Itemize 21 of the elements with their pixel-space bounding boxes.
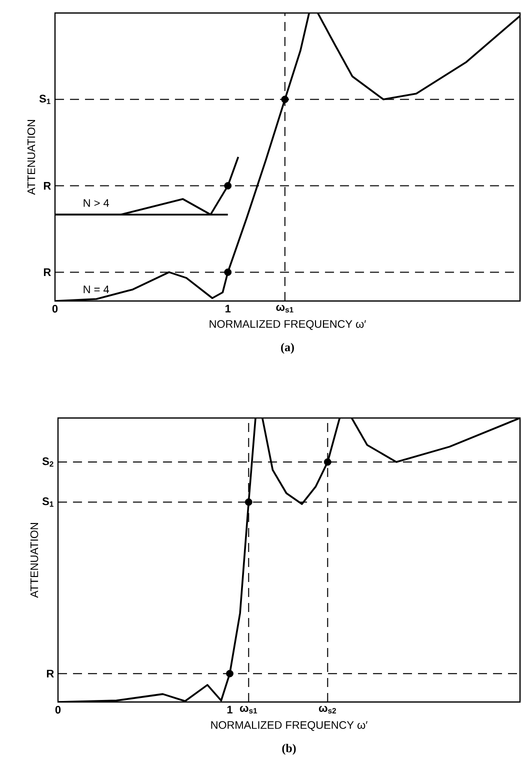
x-axis-title: NORMALIZED FREQUENCY ω′ (211, 721, 368, 731)
ref-line-label: R (44, 268, 51, 276)
text: (a) (281, 342, 294, 354)
x-tick-label: 1 (227, 706, 232, 714)
x-tick-label: ω$_{s2}$ (318, 706, 336, 714)
ref-line-label: S$_{2}$ (42, 457, 54, 467)
ref-line-label: R (46, 670, 54, 678)
y-axis-title: ATTENUATION (27, 120, 36, 195)
ref-line-label: R (44, 182, 51, 190)
series-label: N = 4 (84, 286, 110, 294)
x-tick-label: 0 (52, 304, 58, 313)
y-axis-title: ATTENUATION (30, 523, 38, 598)
x-axis-title: NORMALIZED FREQUENCY ω′ (210, 320, 366, 330)
series-label: N > 4 (84, 199, 110, 207)
text: (b) (282, 744, 296, 755)
ref-line-label: S$_{1}$ (39, 94, 50, 104)
ref-line-label: S$_{1}$ (42, 497, 54, 507)
x-tick-label: ω$_{s1}$ (240, 706, 258, 714)
x-tick-label: ω$_{s1}$ (276, 304, 294, 312)
x-tick-label: 0 (55, 706, 61, 714)
x-tick-label: 1 (226, 304, 231, 312)
